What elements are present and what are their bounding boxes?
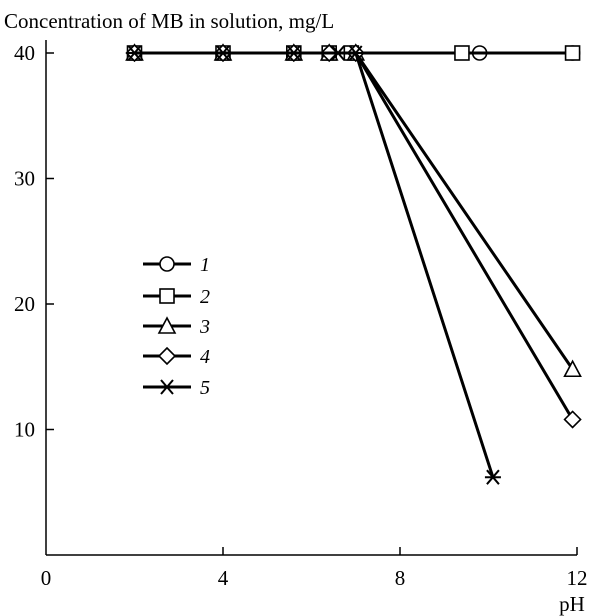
data-point-triangle <box>563 359 582 378</box>
y-axis-label: Concentration of MB in solution, mg/L <box>4 9 334 33</box>
legend-label: 5 <box>200 377 210 399</box>
data-point-square <box>454 45 470 61</box>
data-point-star <box>285 45 302 61</box>
legend-label: 3 <box>199 316 210 338</box>
data-point-star <box>347 45 364 61</box>
series-5 <box>126 45 501 485</box>
legend-marker <box>159 288 175 304</box>
legend-marker <box>157 346 177 366</box>
y-tick-label: 10 <box>14 418 35 442</box>
data-point-square <box>564 45 581 61</box>
series-4 <box>125 43 582 429</box>
data-point-diamond <box>563 410 582 429</box>
legend-item: 1 <box>143 254 210 276</box>
x-tick-label: 4 <box>218 566 229 590</box>
legend-item: 4 <box>143 346 210 368</box>
data-point-star <box>126 45 143 61</box>
legend-item: 5 <box>143 377 210 399</box>
y-tick-label: 30 <box>14 167 35 191</box>
x-tick-label: 0 <box>41 566 52 590</box>
legend-marker <box>157 316 177 334</box>
y-tick-label: 40 <box>14 41 35 65</box>
series-group <box>125 43 582 485</box>
x-tick-label: 8 <box>395 566 406 590</box>
legend-item: 2 <box>143 286 210 308</box>
legend-label: 4 <box>200 346 210 368</box>
legend-label: 2 <box>200 286 210 308</box>
x-tick-label: 12 <box>567 566 588 590</box>
y-tick-label: 20 <box>14 292 35 316</box>
legend-label: 1 <box>200 254 210 276</box>
legend-marker <box>159 379 175 395</box>
data-point-star <box>215 45 231 61</box>
series-line <box>134 51 495 478</box>
legend-item: 3 <box>143 316 210 338</box>
legend: 1 2 3 4 5 <box>143 254 210 399</box>
series-3 <box>125 43 582 378</box>
x-axis-label: pH <box>559 592 585 616</box>
legend-marker <box>159 256 175 272</box>
data-point-star <box>330 45 347 61</box>
data-point-star <box>484 469 501 485</box>
